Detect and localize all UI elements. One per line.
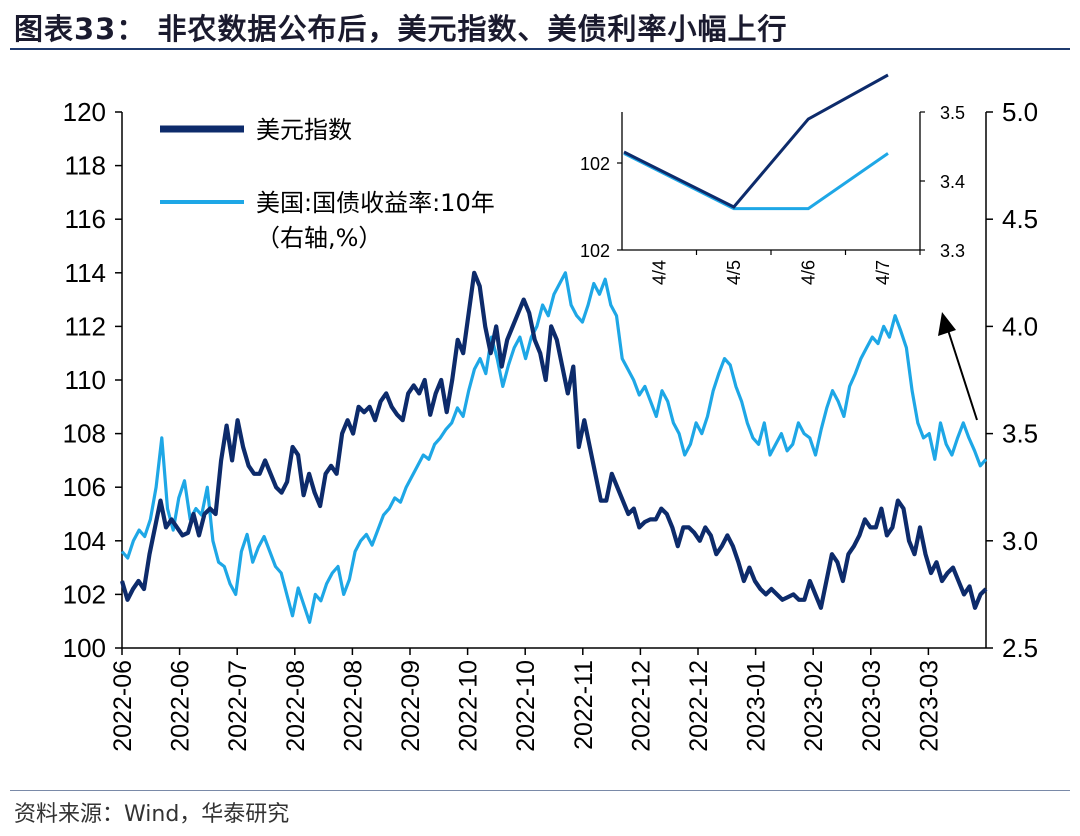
legend-label-dxy: 美元指数 [256,116,352,144]
left-y-tick-label: 108 [63,419,106,449]
main-chart: 100 102 104 106 108 110 112 114 116 118 120 2.5 3.0 3… [63,73,1039,752]
title-divider [10,48,1070,50]
left-y-tick-label: 100 [63,633,106,663]
x-tick-label: 2022-12 [627,660,655,752]
left-y-tick-label: 116 [65,204,106,234]
inset-right-tick-label: 3.4 [940,172,965,192]
arrow-head [938,312,956,336]
main-axes [115,111,993,655]
inset-x-tick-label: 4/4 [649,260,669,285]
x-tick-label: 2022-08 [339,660,367,752]
x-tick-label: 2022-10 [512,660,540,752]
right-y-tick-label: 4.5 [1002,204,1038,234]
inset-right-tick-label: 3.3 [940,241,965,261]
inset-x-tick-label: 4/7 [873,260,893,285]
x-tick-label: 2022-12 [685,660,713,752]
legend-label-us10y: 美国:国债收益率:10年 [256,189,495,217]
right-y-tick-label: 3.0 [1002,526,1038,556]
annotation-arrow [938,312,978,421]
x-tick-label: 2023-03 [858,660,886,752]
legend-label-us10y-axis-note: （右轴,%） [256,224,382,252]
right-y-tick-label: 5.0 [1002,97,1038,127]
series-line-dxy [119,270,988,610]
left-y-tick-label: 110 [65,365,106,395]
left-y-tick-label: 106 [63,472,106,502]
left-y-tick-label: 102 [63,579,106,609]
source-note: 资料来源：Wind，华泰研究 [14,802,290,827]
legend: 美元指数 美国:国债收益率:10年 （右轴,%） [160,116,495,252]
footer-divider [10,790,1070,791]
x-tick-label: 2023-03 [915,660,943,752]
arrow-shaft [947,329,978,421]
x-tick-label: 2022-10 [455,660,483,752]
x-tick-label: 2022-07 [224,660,252,752]
x-tick-label: 2022-06 [109,660,137,752]
left-y-tick-label: 112 [65,311,106,341]
inset-left-tick-label: 102 [580,241,610,261]
x-tick-label: 2023-02 [800,660,828,752]
x-tick-label: 2022-09 [397,660,425,752]
right-y-tick-label: 3.5 [1002,419,1038,449]
series-line-us10y [120,271,988,624]
inset-right-tick-label: 3.5 [940,103,965,123]
left-y-tick-label: 104 [63,526,106,556]
left-y-tick-label: 120 [63,97,106,127]
main-tick-labels: 100 102 104 106 108 110 112 114 116 118 120 2.5 3.0 3… [63,97,1039,752]
inset-series-line-dxy [623,73,889,209]
right-y-tick-label: 2.5 [1002,633,1038,663]
x-tick-label: 2022-11 [570,660,598,750]
x-tick-label: 2022-08 [282,660,310,752]
inset-chart: 3.3 3.4 3.5 102 102 4/4 4/5 4/6 4/7 [580,73,965,285]
inset-left-tick-label: 102 [580,154,610,174]
main-series-lines [119,270,988,624]
inset-x-tick-label: 4/6 [798,260,818,285]
left-y-tick-label: 118 [65,151,106,181]
x-tick-label: 2023-01 [743,660,771,752]
right-y-tick-label: 4.0 [1002,311,1038,341]
left-y-tick-label: 114 [65,258,106,288]
chart-title: 图表33： 非农数据公布后，美元指数、美债利率小幅上行 [14,12,788,46]
inset-x-tick-label: 4/5 [724,260,744,285]
x-tick-label: 2022-06 [167,660,195,752]
